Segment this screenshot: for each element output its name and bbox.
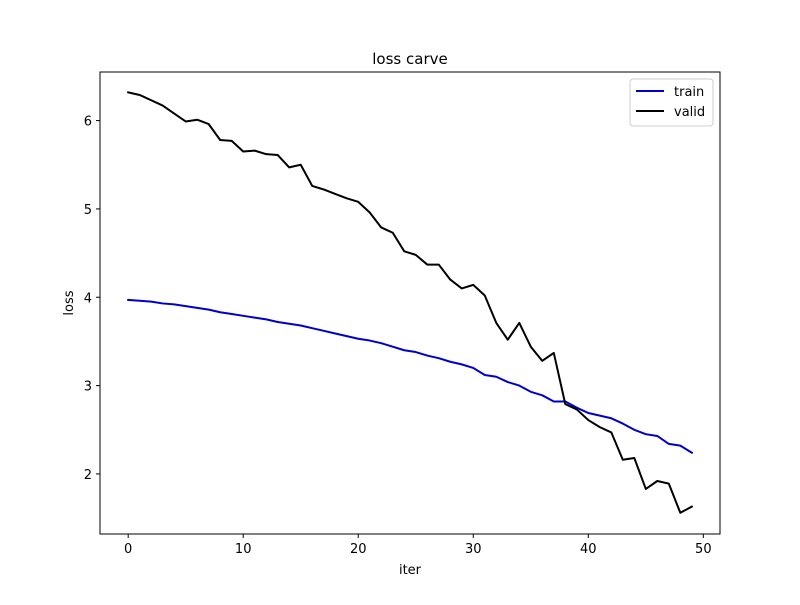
y-tick-label: 3 (84, 380, 92, 395)
y-tick-label: 2 (84, 468, 92, 483)
y-tick-label: 5 (84, 203, 92, 218)
legend-label-train: train (674, 85, 704, 100)
series-line-train (127, 298, 694, 455)
x-tick-label: 20 (350, 542, 367, 557)
y-tick-label: 6 (84, 115, 92, 130)
plot-frame (99, 71, 721, 535)
x-axis-label: iter (399, 563, 422, 578)
y-axis-ticks: 2 3 4 5 6 (84, 115, 100, 483)
y-axis-label: loss (62, 290, 77, 315)
chart-title: loss carve (372, 50, 447, 68)
x-tick-label: 30 (465, 542, 482, 557)
x-tick-label: 10 (235, 542, 252, 557)
plot-area (100, 72, 720, 534)
x-tick-label: 40 (580, 542, 597, 557)
y-tick-label: 4 (84, 291, 92, 306)
x-axis-ticks: 0 10 20 30 40 50 (124, 534, 712, 557)
series-line-valid (126, 91, 694, 514)
x-tick-label: 0 (124, 542, 132, 557)
legend: train valid (629, 78, 714, 127)
series-lines (126, 91, 694, 514)
x-tick-label: 50 (695, 542, 712, 557)
legend-label-valid: valid (674, 105, 705, 120)
